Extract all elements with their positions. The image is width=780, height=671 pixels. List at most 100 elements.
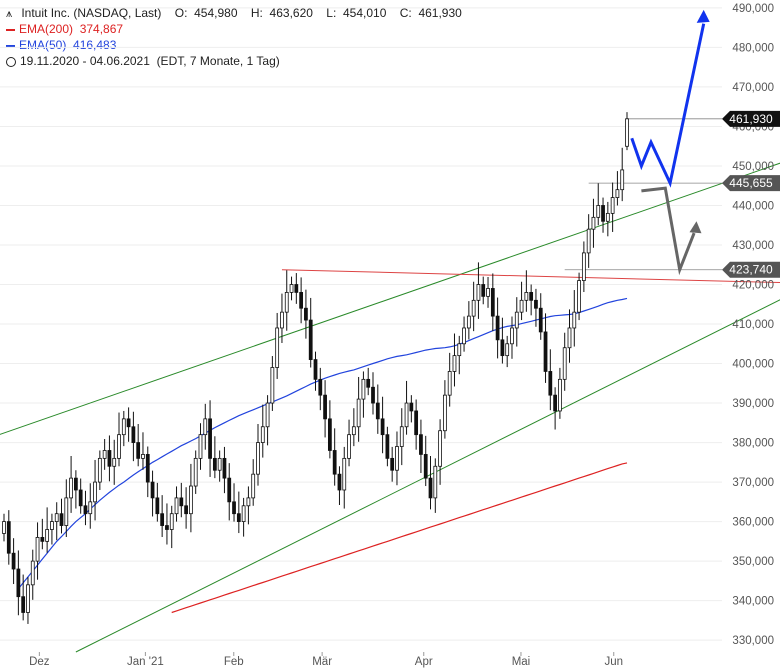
legend-ema50-value: 416,483	[73, 38, 117, 52]
candle	[529, 284, 534, 316]
candle	[189, 463, 193, 533]
legend-ema200-label: EMA(200)	[19, 22, 74, 36]
candle-body	[390, 457, 395, 471]
candle-body	[59, 513, 64, 526]
candle	[572, 290, 577, 347]
candle-body	[184, 505, 188, 515]
candle-body	[136, 442, 141, 459]
candle-body	[165, 525, 169, 530]
candle	[601, 197, 605, 233]
candle-body	[54, 513, 59, 522]
candle	[433, 458, 438, 513]
candle-body	[586, 228, 591, 254]
candle	[136, 423, 141, 467]
candle	[227, 463, 232, 521]
candle-body	[538, 307, 543, 333]
candle	[251, 459, 256, 506]
y-tick-label: 480,000	[732, 42, 774, 54]
candle-body	[174, 497, 179, 515]
candle	[289, 276, 294, 301]
candle	[45, 507, 50, 553]
candle-body	[198, 434, 203, 459]
candle	[304, 289, 308, 339]
forecast-up-path	[630, 23, 706, 188]
y-tick-label: 390,000	[732, 398, 774, 410]
candle	[69, 456, 73, 513]
candle	[184, 487, 188, 529]
candle	[117, 412, 121, 467]
candle-body	[572, 311, 577, 329]
candle-body	[404, 402, 409, 428]
candle	[586, 214, 591, 268]
candle-body	[615, 189, 620, 198]
candle	[169, 505, 174, 549]
candle-body	[83, 505, 88, 515]
candle	[395, 431, 399, 486]
candle	[232, 483, 236, 522]
candle	[366, 367, 371, 396]
candle	[409, 395, 414, 423]
candle-body	[260, 426, 265, 443]
y-tick-label: 420,000	[732, 280, 774, 292]
candle-body	[45, 529, 50, 542]
ema50-path	[17, 297, 628, 590]
candle	[548, 349, 553, 411]
candle-body	[40, 537, 45, 542]
price-badges: 461,930 445,655 423,740	[722, 110, 780, 278]
candle	[519, 281, 524, 321]
candle-body	[26, 584, 30, 613]
candle	[610, 182, 615, 232]
candle	[155, 482, 160, 522]
candle-body	[433, 465, 438, 499]
candle	[59, 498, 64, 534]
candle-body	[529, 292, 534, 301]
price-badge-label: 423,740	[729, 263, 773, 277]
candle-body	[232, 501, 236, 515]
x-axis: Dez Jan '21 Feb Mär Apr Mai Jun	[29, 652, 623, 668]
candle	[361, 371, 366, 418]
candle	[342, 446, 347, 509]
ema200-line	[171, 462, 628, 614]
candle	[6, 510, 11, 565]
candle	[534, 288, 538, 327]
forecast-alt-arrowhead	[689, 221, 702, 234]
candle	[524, 270, 529, 312]
candle-body	[189, 485, 193, 515]
candle	[538, 293, 543, 340]
candle-body	[327, 418, 332, 451]
candle	[208, 400, 212, 477]
forecast-arrows	[630, 9, 710, 276]
legend-close: 461,930	[418, 6, 462, 20]
candle	[198, 423, 203, 470]
candle-body	[73, 477, 78, 491]
candle	[581, 241, 586, 293]
candle	[399, 408, 404, 466]
candle-body	[212, 457, 217, 471]
candle	[356, 376, 361, 442]
candle-body	[342, 457, 347, 491]
candle-body	[169, 513, 174, 530]
x-tick-label: Dez	[29, 656, 50, 668]
legend-ema200-value: 374,867	[79, 22, 124, 36]
candle	[150, 470, 155, 517]
candle-body	[510, 327, 514, 345]
candle	[78, 478, 83, 514]
candle	[294, 273, 299, 304]
candle-body	[236, 513, 241, 522]
candle	[562, 332, 567, 391]
candle	[40, 518, 45, 550]
candle	[160, 495, 165, 538]
candle	[486, 277, 490, 308]
candle	[241, 497, 246, 537]
candle	[615, 171, 620, 206]
candle-body	[93, 481, 97, 503]
candle	[428, 456, 433, 510]
x-tick-label: Jun	[604, 656, 623, 668]
candle-body	[380, 418, 385, 436]
candle	[21, 574, 26, 621]
candle-body	[251, 473, 256, 499]
candle-body	[160, 513, 165, 526]
candle-body	[112, 457, 117, 467]
candle	[553, 387, 558, 430]
